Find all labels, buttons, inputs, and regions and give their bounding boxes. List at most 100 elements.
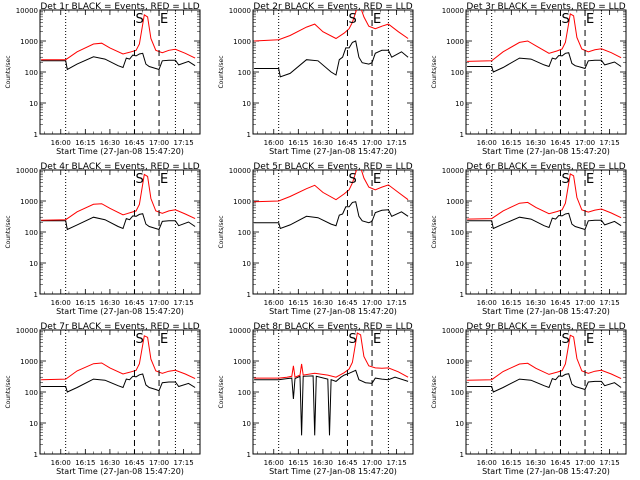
chart-panel-6: Det 6r BLACK = Events, RED = LLD Counts/s… [431,162,627,316]
x-tick-label: 16:45 [124,459,144,467]
x-tick-label: 17:15 [387,459,407,467]
y-tick-label: 10000 [229,167,251,175]
x-axis-label: Start Time (27-Jan-08 15:47:20) [269,147,397,156]
y-tick-label: 100 [451,69,464,77]
x-tick-label: 16:30 [100,139,120,147]
plot-frame [252,169,414,295]
series-line-events [254,40,409,78]
x-tick-label: 16:00 [264,459,284,467]
y-tick-label: 1000 [20,358,38,366]
y-tick-label: 1 [247,451,251,459]
series-line-events [254,201,409,230]
x-tick-label: 16:45 [550,299,570,307]
start-marker-label: S [561,12,569,27]
y-tick-label: 1 [460,291,464,299]
x-tick-label: 16:15 [288,299,308,307]
end-marker-label: E [586,12,594,27]
y-tick-label: 10 [29,100,38,108]
chart-title: Det 8r BLACK = Events, RED = LLD [253,322,412,332]
y-tick-label: 10 [242,100,251,108]
x-tick-label: 16:15 [501,459,521,467]
y-tick-label: 100 [25,229,38,237]
y-tick-label: 10000 [442,7,464,15]
y-tick-label: 1 [460,131,464,139]
y-tick-label: 10000 [16,327,38,335]
start-marker-label: S [561,172,569,187]
y-tick-label: 10 [455,100,464,108]
x-tick-label: 17:00 [149,139,169,147]
chart-panel-2: Det 2r BLACK = Events, RED = LLD Counts/s… [218,2,414,156]
start-marker-label: S [348,12,356,27]
x-tick-label: 17:00 [362,139,382,147]
x-tick-label: 16:30 [313,299,333,307]
x-tick-label: 16:45 [550,139,570,147]
x-tick-label: 16:45 [550,459,570,467]
chart-panel-4: Det 4r BLACK = Events, RED = LLD Counts/s… [5,162,201,316]
y-tick-label: 10 [242,420,251,428]
end-marker-label: E [160,172,168,187]
plot-frame [465,169,627,295]
x-tick-label: 16:00 [51,299,71,307]
x-tick-label: 17:00 [362,459,382,467]
x-tick-label: 16:45 [124,299,144,307]
y-tick-label: 10000 [229,7,251,15]
y-tick-label: 1 [34,291,38,299]
y-axis-label: Counts/sec [218,55,225,88]
end-marker-label: E [160,332,168,347]
x-tick-label: 17:00 [149,299,169,307]
x-tick-label: 17:00 [575,299,595,307]
series-line-lld [254,170,409,203]
y-tick-label: 10 [455,420,464,428]
y-tick-label: 1 [247,291,251,299]
x-tick-label: 16:00 [264,139,284,147]
y-tick-label: 100 [25,69,38,77]
series-line-lld [41,13,196,61]
x-tick-label: 16:15 [75,299,95,307]
start-marker-label: S [561,332,569,347]
y-tick-label: 1000 [233,358,251,366]
x-axis-label: Start Time (27-Jan-08 15:47:20) [56,147,184,156]
series-line-lld [254,332,409,379]
chart-title: Det 1r BLACK = Events, RED = LLD [40,2,199,12]
y-tick-label: 1 [34,131,38,139]
y-tick-label: 100 [238,229,251,237]
start-marker-label: S [135,172,143,187]
x-tick-label: 16:30 [313,139,333,147]
plot-frame [39,9,201,135]
x-tick-label: 16:15 [75,139,95,147]
start-marker-label: S [348,332,356,347]
y-tick-label: 10000 [229,327,251,335]
series-line-lld [467,334,622,381]
x-axis-label: Start Time (27-Jan-08 15:47:20) [56,467,184,476]
chart-title: Det 5r BLACK = Events, RED = LLD [253,162,412,172]
x-tick-label: 16:15 [288,139,308,147]
y-tick-label: 1000 [446,358,464,366]
series-line-lld [41,173,196,221]
y-axis-label: Counts/sec [431,375,438,408]
series-line-events [41,373,196,393]
chart-panel-3: Det 3r BLACK = Events, RED = LLD Counts/s… [431,2,627,156]
x-tick-label: 17:15 [600,299,620,307]
chart-title: Det 3r BLACK = Events, RED = LLD [466,2,625,12]
chart-panel-8: Det 8r BLACK = Events, RED = LLD Counts/s… [218,322,414,476]
y-tick-label: 100 [238,69,251,77]
end-marker-label: E [586,332,594,347]
y-tick-label: 10000 [16,7,38,15]
plot-frame [465,329,627,455]
chart-panel-5: Det 5r BLACK = Events, RED = LLD Counts/s… [218,162,414,316]
series-line-lld [41,335,196,381]
y-axis-label: Counts/sec [5,55,12,88]
y-tick-label: 1000 [446,38,464,46]
y-tick-label: 10 [29,420,38,428]
y-tick-label: 100 [25,389,38,397]
x-tick-label: 16:45 [337,139,357,147]
series-line-lld [467,173,622,220]
series-line-events [41,213,196,231]
y-axis-label: Counts/sec [431,55,438,88]
x-tick-label: 16:30 [526,299,546,307]
x-tick-label: 16:15 [501,139,521,147]
y-tick-label: 10 [29,260,38,268]
chart-panel-1: Det 1r BLACK = Events, RED = LLD Counts/s… [5,2,201,156]
x-tick-label: 16:15 [75,459,95,467]
y-tick-label: 1 [460,451,464,459]
